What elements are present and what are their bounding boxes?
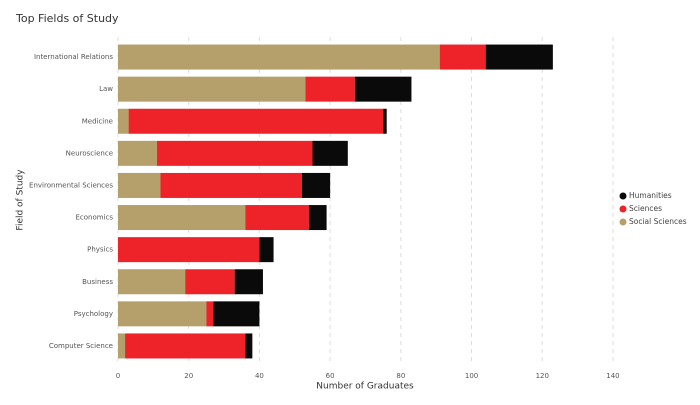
bar-segment: [308, 205, 327, 231]
y-tick-label: Computer Science: [49, 342, 113, 350]
legend-label: Humanities: [629, 191, 672, 200]
x-axis-title: Number of Graduates: [316, 382, 414, 392]
x-tick-label: 120: [536, 372, 549, 380]
legend-label: Social Sciences: [629, 217, 687, 226]
bar-segment: [125, 333, 246, 359]
chart-title: Top Fields of Study: [15, 12, 119, 25]
bar-segment: [354, 76, 412, 102]
legend-label: Sciences: [629, 204, 662, 213]
x-tick-label: 100: [465, 372, 478, 380]
bar-segment: [185, 269, 235, 295]
y-tick-label: Psychology: [74, 310, 113, 318]
bar-segment: [312, 140, 348, 166]
y-tick-label: Business: [82, 278, 113, 286]
bar-segment: [213, 301, 260, 327]
bar-segment: [118, 44, 440, 70]
bar-segment: [206, 301, 214, 327]
bar-segment: [259, 237, 274, 263]
bar-segment: [118, 269, 186, 295]
y-tick-label: Environmental Sciences: [29, 181, 113, 189]
x-tick-label: 40: [255, 372, 264, 380]
bar-segment: [301, 172, 331, 198]
bar-segment: [156, 140, 313, 166]
x-tick-label: 0: [116, 372, 120, 380]
y-tick-label: Neuroscience: [66, 149, 113, 157]
bar-segment: [245, 333, 253, 359]
x-tick-label: 20: [184, 372, 193, 380]
legend-swatch: [619, 218, 627, 226]
bar-segment: [439, 44, 486, 70]
y-tick-label: International Relations: [34, 53, 113, 61]
y-tick-label: Economics: [75, 214, 113, 222]
bar-segment: [118, 333, 126, 359]
bar-segment: [118, 140, 157, 166]
bar-segment: [118, 76, 306, 102]
bar-segment: [128, 108, 384, 134]
y-axis-title: Field of Study: [16, 169, 26, 231]
legend-swatch: [619, 192, 627, 200]
y-tick-label: Medicine: [82, 117, 113, 125]
x-tick-label: 140: [606, 372, 619, 380]
bar-segment: [383, 108, 387, 134]
bar-segment: [245, 205, 309, 231]
bar-segment: [118, 172, 161, 198]
bar-segment: [305, 76, 355, 102]
x-tick-label: 80: [396, 372, 405, 380]
bar-segment: [234, 269, 263, 295]
bar-segment: [118, 301, 207, 327]
y-tick-label: Physics: [87, 246, 113, 254]
legend-swatch: [619, 205, 627, 213]
bar-segment: [118, 108, 129, 134]
bar-segment: [118, 237, 260, 263]
bar-segment: [160, 172, 302, 198]
bar-segment: [485, 44, 553, 70]
y-tick-label: Law: [99, 85, 113, 93]
x-tick-label: 60: [326, 372, 335, 380]
bar-segment: [118, 205, 246, 231]
